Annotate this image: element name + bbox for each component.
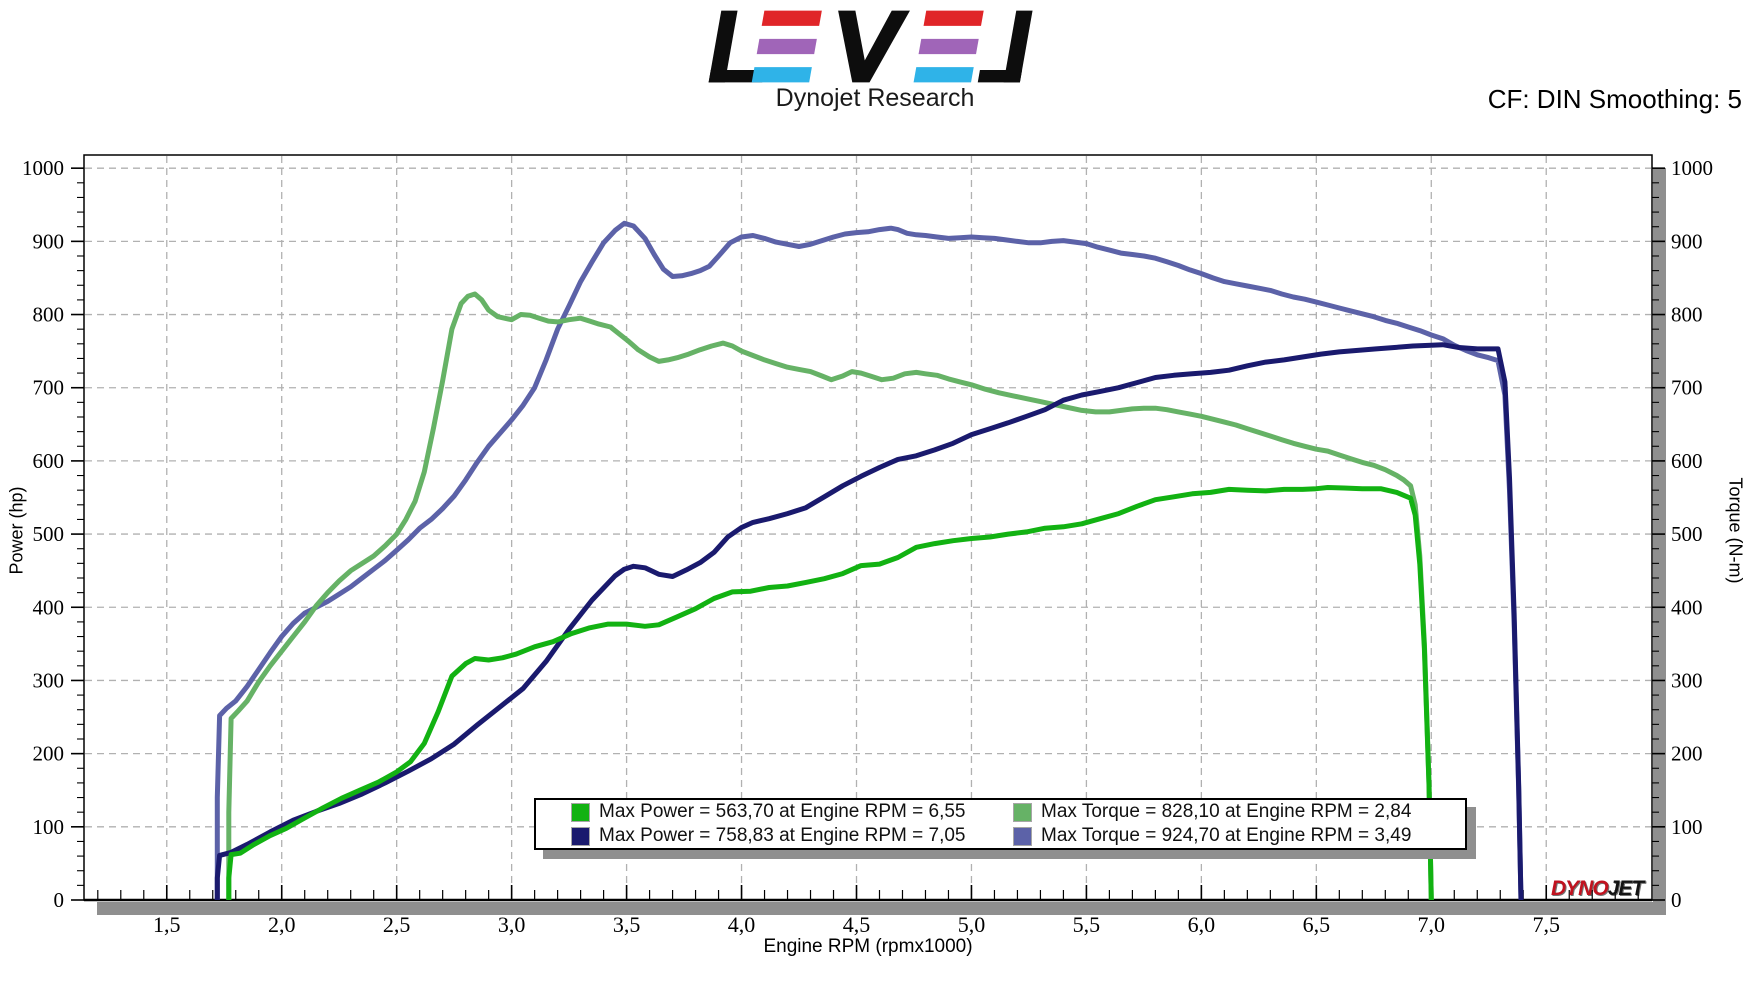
y-axis-title-power: Power (hp) — [6, 486, 27, 575]
x-tick-label: 4,5 — [843, 912, 871, 937]
y-tick-label-left: 100 — [33, 815, 65, 839]
tick-labels: 1,5 2,0 2,5 3,0 3,5 4,0 4,5 5,0 5,5 6,0 6,5 7,0 7,5 0… — [22, 156, 1713, 937]
curve-torque-blue — [214, 220, 1524, 901]
y-tick-label-left: 800 — [33, 303, 65, 327]
legend-entry-max-torque-green: Max Torque = 828,10 at Engine RPM = 2,84 — [1013, 801, 1465, 823]
y-tick-label-left: 500 — [33, 522, 65, 546]
legend-label: Max Torque = 828,10 at Engine RPM = 2,84 — [1041, 801, 1412, 822]
legend-entry-max-torque-blue: Max Torque = 924,70 at Engine RPM = 3,49 — [1013, 825, 1465, 847]
torque-blue-swatch-icon — [1013, 826, 1032, 846]
level-logo — [708, 10, 1033, 83]
y-axis-ticks — [71, 167, 1665, 901]
y-tick-label-right: 0 — [1671, 888, 1682, 912]
x-tick-label: 5,5 — [1073, 912, 1101, 937]
y-tick-label-right: 700 — [1671, 376, 1703, 400]
level-logo-letter-e1 — [751, 10, 822, 83]
y-tick-label-left: 700 — [33, 376, 65, 400]
x-tick-label: 5,0 — [958, 912, 986, 937]
y-tick-label-right: 800 — [1671, 303, 1703, 327]
smoothing-setting-label: CF: DIN Smoothing: 5 — [1487, 84, 1742, 114]
y-tick-label-left: 300 — [33, 668, 65, 692]
curve-torque-green — [226, 291, 1434, 901]
power-green-swatch-icon — [571, 802, 590, 822]
x-tick-label: 7,5 — [1532, 912, 1560, 937]
x-tick-label: 7,0 — [1418, 912, 1446, 937]
level-logo-letter-v — [838, 10, 910, 83]
x-tick-label: 3,5 — [613, 912, 641, 937]
legend-label: Max Power = 563,70 at Engine RPM = 6,55 — [599, 801, 966, 822]
x-tick-label: 4,0 — [728, 912, 756, 937]
y-tick-label-right: 900 — [1671, 229, 1703, 253]
y-tick-label-left: 400 — [33, 595, 65, 619]
dynojet-watermark-black: JET — [1607, 877, 1645, 900]
bottom-shadow-bar — [97, 902, 1665, 915]
dynojet-watermark: DYNOJET — [1551, 877, 1645, 901]
legend-label: Max Power = 758,83 at Engine RPM = 7,05 — [599, 825, 966, 846]
x-tick-label: 6,5 — [1303, 912, 1331, 937]
x-tick-label: 1,5 — [153, 912, 181, 937]
x-tick-label: 3,0 — [498, 912, 526, 937]
x-tick-label: 2,0 — [268, 912, 296, 937]
legend-entry-max-power-navy: Max Power = 758,83 at Engine RPM = 7,05 — [536, 825, 1014, 847]
curve-power-green — [226, 485, 1434, 901]
data-curves — [214, 220, 1524, 901]
y-tick-label-left: 200 — [33, 742, 65, 766]
y-tick-label-right: 500 — [1671, 522, 1703, 546]
level-logo-letter-l2 — [977, 10, 1033, 83]
curve-power-navy — [214, 342, 1524, 901]
level-logo-letter-e2 — [913, 10, 984, 83]
y-tick-label-left: 0 — [54, 888, 65, 912]
y-tick-label-left: 900 — [33, 229, 65, 253]
y-tick-label-right: 200 — [1671, 742, 1703, 766]
logo-subtitle: Dynojet Research — [775, 84, 975, 112]
torque-green-swatch-icon — [1013, 802, 1032, 822]
y-tick-label-right: 300 — [1671, 668, 1703, 692]
legend-entry-max-power-green: Max Power = 563,70 at Engine RPM = 6,55 — [536, 801, 1014, 823]
x-axis-ticks — [97, 885, 1639, 900]
y-tick-label-right: 600 — [1671, 449, 1703, 473]
x-tick-label: 2,5 — [383, 912, 411, 937]
legend-label: Max Torque = 924,70 at Engine RPM = 3,49 — [1041, 825, 1412, 846]
dynojet-watermark-red: DYNO — [1551, 877, 1609, 900]
y-tick-label-right: 400 — [1671, 595, 1703, 619]
power-navy-swatch-icon — [571, 826, 590, 846]
y-tick-label-left: 1000 — [22, 156, 64, 180]
y-tick-label-left: 600 — [33, 449, 65, 473]
y-axis-title-torque: Torque (N-m) — [1725, 477, 1746, 584]
x-axis-title: Engine RPM (rpmx1000) — [763, 936, 973, 957]
x-tick-label: 6,0 — [1188, 912, 1216, 937]
y-tick-label-right: 100 — [1671, 815, 1703, 839]
chart-legend: Max Power = 563,70 at Engine RPM = 6,55 … — [534, 798, 1467, 850]
level-logo-letter-l — [708, 10, 765, 83]
y-tick-label-right: 1000 — [1671, 156, 1713, 180]
right-shadow-bar — [1653, 168, 1666, 915]
